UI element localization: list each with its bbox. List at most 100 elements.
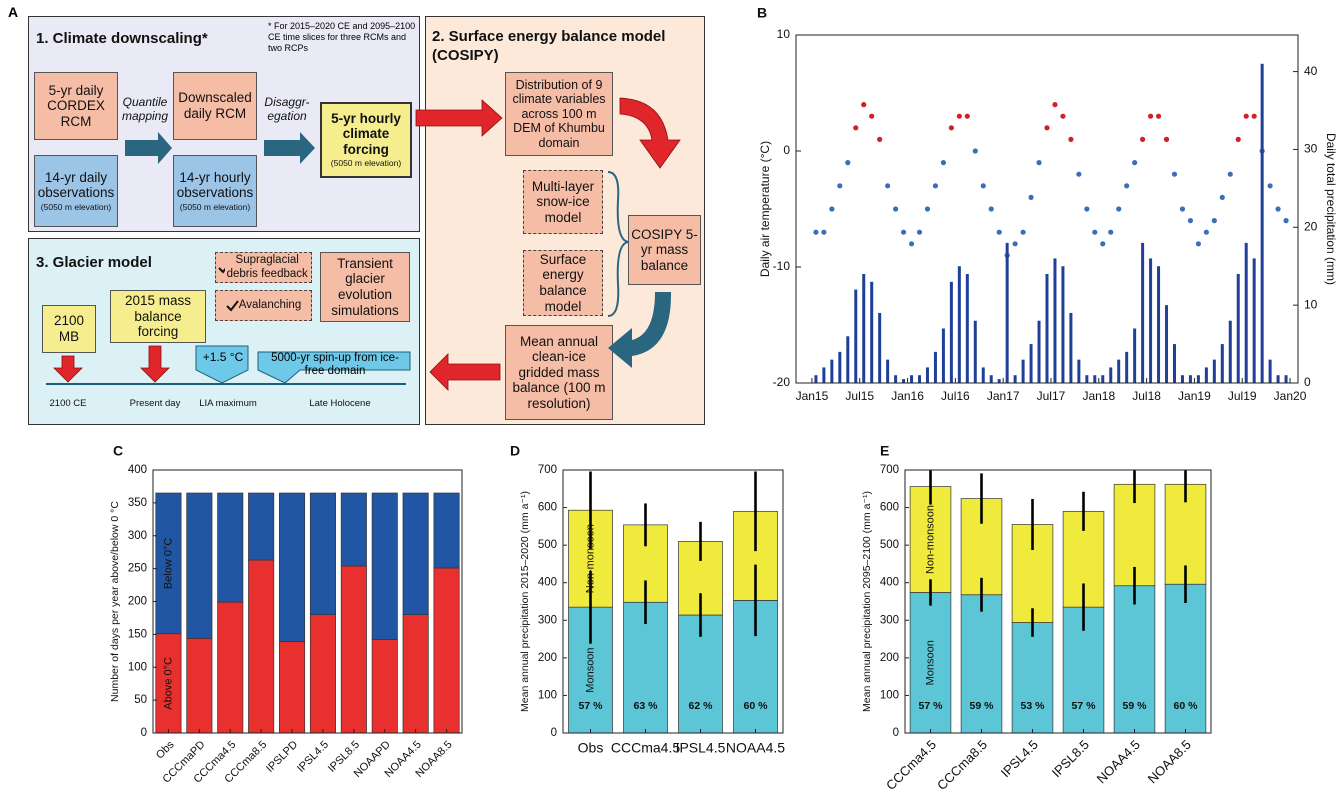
node-subtext: (5050 m elevation) bbox=[330, 158, 402, 169]
node-subtext: (5050 m elevation) bbox=[40, 201, 112, 212]
share-label: 59 % bbox=[970, 700, 995, 712]
bar-segment bbox=[1164, 583, 1207, 733]
temp-point bbox=[1275, 206, 1281, 212]
temp-point bbox=[1251, 113, 1257, 119]
x-tick-label: Jul16 bbox=[941, 389, 970, 403]
edge-label: Quantile mapping bbox=[121, 95, 169, 123]
share-label: 62 % bbox=[689, 700, 714, 712]
arrow bbox=[619, 97, 681, 169]
node-text: Supraglacial debris feedback bbox=[226, 254, 308, 280]
x-tick-label: NOAA4.5 bbox=[1094, 737, 1143, 786]
y2-tick-label: 20 bbox=[1304, 219, 1318, 233]
temp-point bbox=[1155, 113, 1162, 119]
y-tick-label: 0 bbox=[551, 727, 557, 739]
precip-bar bbox=[1037, 320, 1041, 383]
precip-bar bbox=[1260, 63, 1264, 384]
precip-bar bbox=[1061, 266, 1065, 383]
y-tick-label: 300 bbox=[538, 614, 557, 626]
precip-bar bbox=[973, 320, 977, 383]
temp-point bbox=[837, 183, 843, 189]
y-tick-label: 0 bbox=[893, 727, 899, 739]
y2-axis-label: Daily total precipitation (mm) bbox=[1324, 133, 1338, 285]
y2-tick-label: 0 bbox=[1304, 375, 1311, 389]
precip-bar bbox=[1021, 359, 1025, 383]
y-tick-label: 50 bbox=[134, 694, 147, 706]
timeline-label: Present day bbox=[129, 398, 181, 409]
bar-segment bbox=[279, 492, 306, 642]
temp-point bbox=[1219, 194, 1225, 200]
temp-point bbox=[1203, 229, 1209, 235]
temp-point bbox=[972, 148, 978, 154]
x-tick-label: Jan18 bbox=[1082, 389, 1115, 403]
temp-point bbox=[1076, 171, 1082, 177]
temp-point bbox=[940, 160, 947, 166]
x-tick-label: NOAA8.5 bbox=[1145, 737, 1194, 786]
node: Mean annual clean-ice gridded mass balan… bbox=[505, 325, 613, 420]
y-tick-label: 600 bbox=[880, 502, 899, 514]
precip-bar bbox=[1085, 375, 1089, 383]
y-tick-label: 300 bbox=[128, 530, 147, 542]
x-tick-label: Jul19 bbox=[1228, 389, 1257, 403]
pentagon bbox=[195, 345, 249, 384]
temp-point bbox=[1124, 183, 1130, 189]
plot-frame bbox=[562, 469, 784, 734]
y-tick-label: 100 bbox=[128, 661, 147, 673]
node-text: Surface energy balance model bbox=[539, 251, 587, 314]
temp-point bbox=[900, 229, 907, 235]
panel-label: C bbox=[113, 443, 123, 459]
y-axis-label: Mean annual precipitation 2015–2020 (mm … bbox=[519, 491, 531, 712]
arrow bbox=[415, 99, 503, 137]
bar-segment bbox=[433, 492, 460, 569]
temp-point bbox=[1283, 218, 1289, 224]
temp-point bbox=[924, 206, 931, 212]
y-tick-label: 700 bbox=[538, 464, 557, 476]
precip-bar bbox=[1125, 351, 1129, 383]
node: Avalanching bbox=[215, 290, 312, 321]
y-tick-label: -20 bbox=[773, 375, 791, 389]
node-text: 5-yr daily CORDEX RCM bbox=[47, 82, 105, 129]
precip-bar bbox=[1133, 328, 1137, 383]
bar-segment bbox=[402, 614, 429, 733]
share-label: 57 % bbox=[579, 700, 604, 712]
y-axis-label: Daily air temperature (°C) bbox=[758, 141, 772, 277]
y-tick-label: 200 bbox=[128, 596, 147, 608]
precip-bar bbox=[1093, 375, 1097, 383]
precip-bar bbox=[1117, 359, 1121, 383]
share-label: 57 % bbox=[919, 700, 944, 712]
y-tick-label: 0 bbox=[141, 727, 147, 739]
y-tick-label: 400 bbox=[128, 464, 147, 476]
temp-point bbox=[1036, 160, 1042, 166]
node-text: 5000-yr spin-up from ice-free domain bbox=[271, 352, 399, 377]
timeline-label: 2100 CE bbox=[49, 398, 87, 409]
x-tick-label: Jan20 bbox=[1274, 389, 1307, 403]
temp-point bbox=[1060, 113, 1066, 119]
share-label: 59 % bbox=[1123, 700, 1148, 712]
segment-label: Monsoon bbox=[584, 647, 596, 692]
precip-bar bbox=[1109, 367, 1113, 383]
share-label: 63 % bbox=[634, 700, 659, 712]
node: Downscaled daily RCM bbox=[173, 72, 257, 140]
bar-segment bbox=[248, 559, 275, 733]
y-tick-label: 400 bbox=[880, 577, 899, 589]
bar-segment bbox=[402, 492, 429, 616]
y-tick-label: 200 bbox=[880, 652, 899, 664]
temp-point bbox=[877, 136, 883, 142]
bar-segment bbox=[433, 567, 460, 733]
temp-point bbox=[1235, 136, 1241, 142]
precip-bar bbox=[1212, 359, 1216, 383]
share-label: 53 % bbox=[1021, 700, 1046, 712]
y-tick-label: 0 bbox=[783, 143, 790, 157]
bar-segment bbox=[309, 492, 336, 616]
bar-segment bbox=[279, 641, 306, 733]
precip-bar bbox=[894, 375, 898, 383]
node-text: COSIPY 5-yr mass balance bbox=[631, 226, 698, 273]
node: 14-yr hourly observations (5050 m elevati… bbox=[173, 155, 257, 227]
precip-bar bbox=[838, 351, 842, 383]
precip-bar bbox=[918, 375, 922, 383]
precip-bar bbox=[957, 266, 961, 383]
node-text: 2015 mass balance forcing bbox=[124, 293, 192, 340]
precip-bar bbox=[822, 367, 826, 383]
temp-point bbox=[813, 229, 819, 235]
precip-bar bbox=[854, 289, 858, 383]
